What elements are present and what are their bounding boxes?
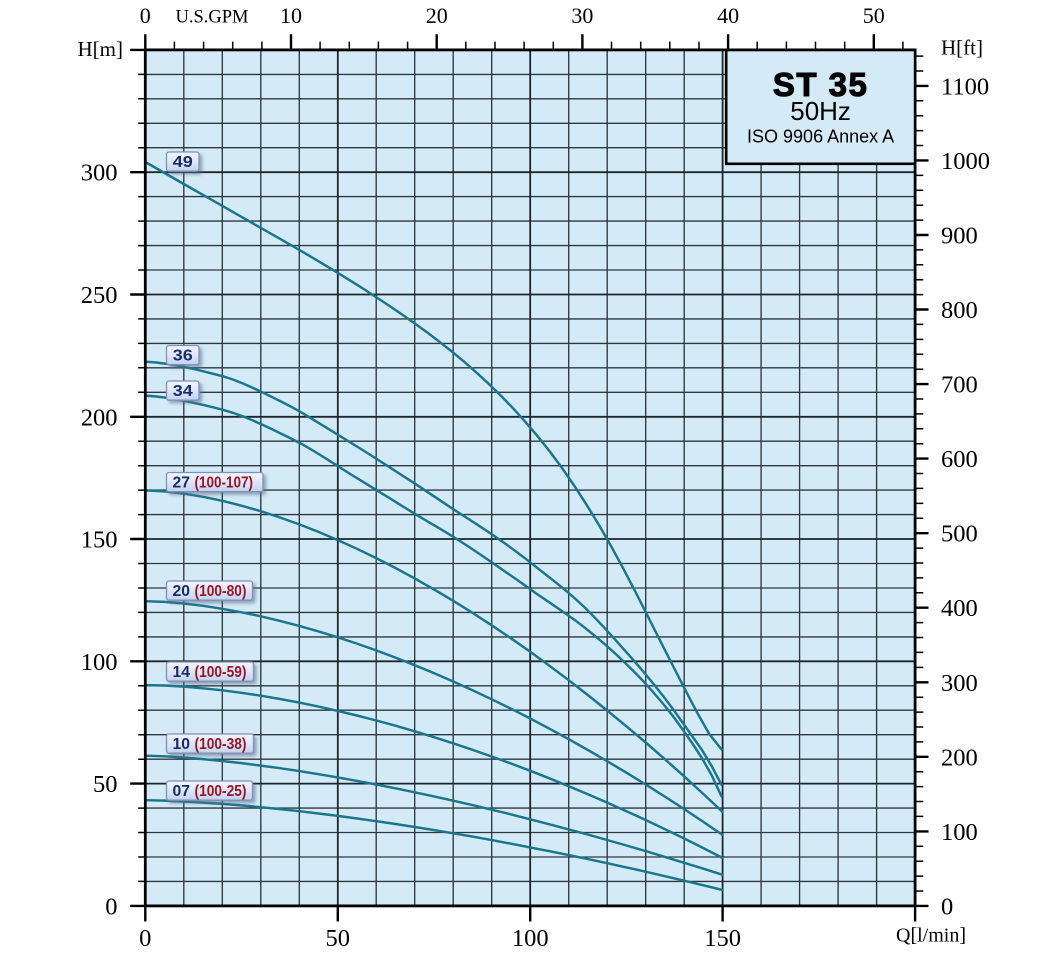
svg-text:27: 27 — [173, 474, 191, 491]
svg-text:400: 400 — [941, 595, 978, 622]
svg-text:20: 20 — [173, 583, 191, 600]
svg-text:H[m]: H[m] — [78, 37, 124, 61]
svg-text:20: 20 — [426, 3, 448, 28]
svg-text:300: 300 — [81, 160, 118, 187]
svg-text:100: 100 — [941, 819, 978, 846]
svg-text:100: 100 — [512, 925, 549, 952]
svg-text:0: 0 — [941, 893, 953, 920]
svg-text:150: 150 — [81, 527, 118, 554]
svg-text:07: 07 — [173, 783, 191, 800]
svg-text:100: 100 — [81, 649, 118, 676]
svg-text:900: 900 — [941, 223, 978, 250]
svg-text:(100-59): (100-59) — [195, 664, 247, 681]
svg-text:H[ft]: H[ft] — [941, 36, 983, 60]
svg-text:14: 14 — [173, 664, 191, 681]
svg-text:300: 300 — [941, 670, 978, 697]
svg-text:1000: 1000 — [941, 148, 990, 175]
svg-text:50Hz: 50Hz — [790, 96, 851, 126]
svg-text:500: 500 — [941, 521, 978, 548]
svg-text:ISO 9906 Annex A: ISO 9906 Annex A — [747, 127, 894, 147]
svg-text:200: 200 — [941, 744, 978, 771]
svg-text:49: 49 — [173, 154, 193, 171]
svg-text:0: 0 — [139, 925, 151, 952]
svg-text:10: 10 — [280, 3, 302, 28]
svg-text:0: 0 — [140, 3, 151, 28]
svg-text:(100-107): (100-107) — [195, 474, 254, 491]
svg-text:U.S.GPM: U.S.GPM — [176, 8, 249, 28]
svg-text:250: 250 — [81, 282, 118, 309]
svg-text:Q[l/min]: Q[l/min] — [896, 925, 966, 947]
svg-text:ST 35: ST 35 — [773, 66, 869, 103]
svg-text:600: 600 — [941, 446, 978, 473]
svg-text:0: 0 — [105, 893, 117, 920]
svg-text:150: 150 — [704, 925, 741, 952]
svg-text:50: 50 — [93, 771, 118, 798]
svg-text:50: 50 — [326, 925, 351, 952]
svg-text:(100-25): (100-25) — [195, 783, 247, 800]
svg-text:10: 10 — [173, 736, 191, 753]
svg-text:(100-38): (100-38) — [195, 736, 247, 753]
svg-text:1100: 1100 — [941, 73, 989, 100]
svg-text:36: 36 — [173, 347, 193, 364]
svg-text:34: 34 — [173, 383, 193, 400]
svg-text:30: 30 — [571, 3, 593, 28]
svg-text:700: 700 — [941, 372, 978, 399]
svg-text:(100-80): (100-80) — [195, 583, 247, 600]
svg-text:40: 40 — [717, 3, 739, 28]
svg-text:200: 200 — [81, 404, 118, 431]
svg-text:50: 50 — [863, 3, 885, 28]
svg-text:800: 800 — [941, 297, 978, 324]
